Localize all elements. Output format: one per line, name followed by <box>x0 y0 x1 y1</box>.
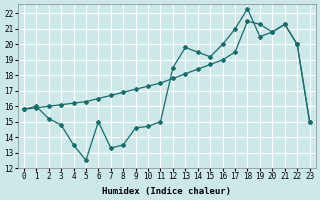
X-axis label: Humidex (Indice chaleur): Humidex (Indice chaleur) <box>102 187 231 196</box>
